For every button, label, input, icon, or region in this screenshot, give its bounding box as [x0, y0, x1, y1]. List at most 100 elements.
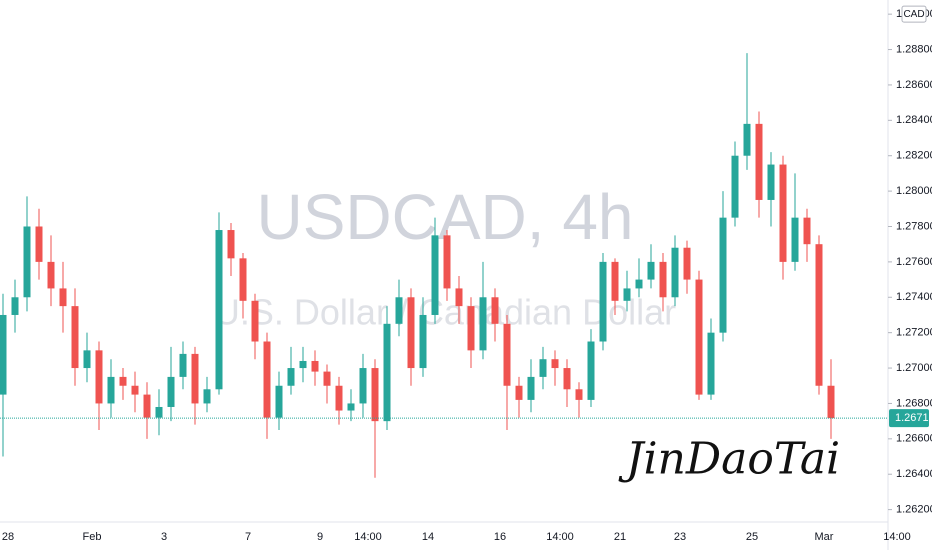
y-tick-label: 1.28600 — [896, 79, 932, 91]
y-tick-label: 1.27200 — [896, 327, 932, 339]
x-tick-label: 14:00 — [883, 531, 911, 543]
y-tick-label: 1.27800 — [896, 220, 932, 232]
last-price-label: 1.26717 — [895, 412, 932, 424]
candle-body — [215, 230, 223, 390]
candle-body — [191, 353, 199, 404]
y-tick-label: 1.28800 — [896, 43, 932, 55]
x-tick-label: Feb — [83, 531, 102, 543]
candle-body — [35, 226, 43, 262]
x-tick-label: 25 — [746, 531, 758, 543]
candle-body — [11, 297, 19, 315]
candle-body — [59, 288, 67, 307]
candle-body — [479, 297, 487, 351]
x-tick-label: Mar — [815, 531, 834, 543]
candle-body — [467, 306, 475, 351]
candle-body — [23, 226, 31, 298]
candle-body — [659, 261, 667, 298]
candle-body — [719, 217, 727, 333]
candle-body — [323, 371, 331, 386]
candle-body — [131, 385, 139, 395]
candle-body — [827, 385, 835, 419]
candle-body — [683, 247, 691, 280]
candle-body — [95, 350, 103, 404]
y-tick-label: 1.28400 — [896, 114, 932, 126]
candle-body — [743, 123, 751, 156]
candle-body — [707, 332, 715, 395]
candle-body — [599, 261, 607, 342]
y-tick-label: 1.26400 — [896, 468, 932, 480]
candle-body — [527, 376, 535, 400]
candle-body — [71, 306, 79, 369]
candle-body — [371, 368, 379, 422]
x-tick-label: 9 — [317, 531, 323, 543]
candle-body — [767, 164, 775, 200]
watermark-subtitle: U.S. Dollar / Canadian Dollar — [214, 292, 676, 333]
candle-body — [395, 297, 403, 324]
candle-body — [107, 376, 115, 404]
candle-body — [443, 235, 451, 289]
x-tick-label: 7 — [245, 531, 251, 543]
candle-body — [551, 359, 559, 369]
candle-body — [335, 385, 343, 411]
candle-body — [287, 368, 295, 386]
candle-body — [611, 261, 619, 301]
x-tick-label: 23 — [674, 531, 686, 543]
x-tick-label: 14:00 — [546, 531, 574, 543]
candle-body — [635, 279, 643, 289]
candle-body — [503, 323, 511, 386]
candle-body — [419, 314, 427, 369]
currency-badge: CAD — [903, 9, 924, 20]
candle-body — [407, 297, 415, 369]
y-tick-label: 1.26600 — [896, 433, 932, 445]
candle-body — [539, 359, 547, 377]
candle-body — [647, 261, 655, 280]
candle-body — [239, 258, 247, 301]
candle-body — [263, 341, 271, 418]
x-tick-label: 14 — [422, 531, 434, 543]
candle-body — [731, 155, 739, 218]
candle-body — [227, 230, 235, 259]
candle-body — [755, 123, 763, 200]
candle-body — [491, 297, 499, 324]
candle-body — [311, 360, 319, 372]
candle-body — [119, 376, 127, 386]
y-tick-label: 1.28200 — [896, 150, 932, 162]
last-price-badge — [889, 409, 929, 428]
candle-body — [671, 247, 679, 298]
candle-body — [155, 406, 163, 418]
y-tick-label: 1.26800 — [896, 397, 932, 409]
y-tick-label: 1.26200 — [896, 504, 932, 516]
candle-body — [203, 389, 211, 404]
y-tick-label: 1.27000 — [896, 362, 932, 374]
y-tick-label: 1.27400 — [896, 291, 932, 303]
x-tick-label: 14:00 — [354, 531, 382, 543]
candle-body — [515, 385, 523, 400]
candle-body — [359, 368, 367, 404]
candle-body — [275, 385, 283, 418]
x-tick-label: 3 — [161, 531, 167, 543]
signature: JinDaoTai — [618, 434, 840, 485]
candle-body — [695, 279, 703, 395]
candle-body — [143, 394, 151, 418]
candle-body — [779, 164, 787, 262]
candle-body — [47, 261, 55, 289]
candle-body — [0, 314, 7, 395]
y-tick-label: 1.28000 — [896, 185, 932, 197]
candle-body — [179, 353, 187, 377]
candle-body — [167, 376, 175, 407]
candle-body — [431, 235, 439, 315]
candle-body — [299, 360, 307, 369]
candle-body — [791, 217, 799, 262]
y-tick-label: 1.27600 — [896, 256, 932, 268]
currency-badge-bg — [901, 5, 927, 23]
candle-body — [251, 300, 259, 342]
candle-body — [563, 368, 571, 390]
x-tick-label: 28 — [2, 531, 14, 543]
candle-body — [455, 288, 463, 307]
candle-body — [623, 288, 631, 301]
candle-body — [587, 341, 595, 400]
candle-body — [815, 244, 823, 386]
candle-body — [803, 217, 811, 245]
